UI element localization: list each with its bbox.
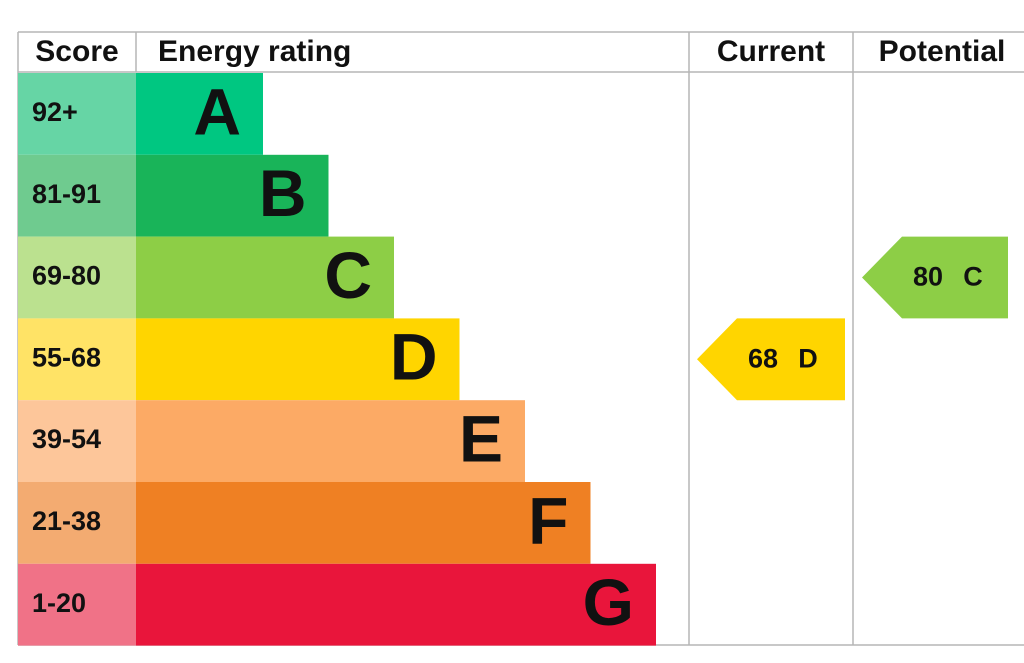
potential-arrow: [862, 236, 1008, 319]
rating-bar: [136, 73, 263, 155]
current-value: 68: [748, 343, 778, 373]
score-cell: [18, 73, 136, 155]
score-label: 21-38: [32, 506, 101, 536]
rating-bar: [136, 318, 460, 401]
rating-bar: [136, 400, 525, 482]
score-cell: [18, 318, 136, 401]
rating-bar: [136, 236, 394, 319]
score-label: 55-68: [32, 342, 101, 372]
header-score: Score: [35, 35, 118, 68]
score-cell: [18, 236, 136, 319]
header-potential: Potential: [879, 35, 1006, 68]
score-cell: [18, 400, 136, 482]
rating-bar: [136, 563, 656, 646]
score-label: 69-80: [32, 261, 101, 291]
rating-letter: B: [259, 156, 307, 230]
header-current: Current: [717, 35, 825, 68]
score-label: 39-54: [32, 424, 101, 454]
current-rating: D: [798, 343, 818, 373]
score-cell: [18, 482, 136, 564]
potential-rating: C: [963, 262, 983, 292]
rating-letter: C: [324, 238, 372, 312]
header-rating: Energy rating: [158, 35, 351, 68]
current-arrow: [697, 318, 845, 401]
score-label: 92+: [32, 97, 78, 127]
rating-letter: G: [583, 565, 634, 639]
rating-bar: [136, 154, 329, 237]
rating-bar: [136, 482, 591, 564]
rating-letter: A: [193, 74, 241, 148]
rating-letter: E: [459, 402, 503, 476]
score-cell: [18, 154, 136, 237]
rating-letter: F: [528, 483, 568, 557]
rating-letter: D: [390, 320, 438, 394]
score-cell: [18, 563, 136, 646]
score-label: 81-91: [32, 179, 101, 209]
potential-value: 80: [913, 262, 943, 292]
score-label: 1-20: [32, 588, 86, 618]
